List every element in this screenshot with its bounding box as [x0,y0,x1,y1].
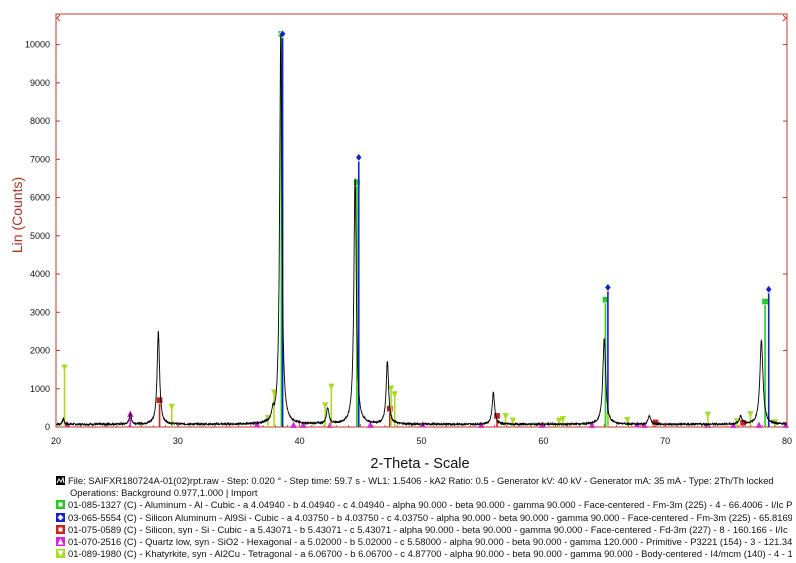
stick-marker-diamond-icon [604,282,612,292]
legend-operations-row: Operations: Background 0.977,1.000 | Imp… [56,487,792,499]
y-tick-label: 3000 [30,307,50,317]
stick-marker-triangle-up-icon [290,421,297,428]
legend-diamond-icon [56,512,65,522]
stick-marker-triangle-up-icon [641,421,648,428]
stick-marker-triangle-down-icon [733,418,741,425]
stick-marker-triangle-up-icon [730,421,737,428]
y-tick-label: 6000 [30,193,50,203]
stick-marker-triangle-down-icon [322,402,329,409]
stick-series [61,364,779,427]
stick-marker-diamond-icon [355,152,363,162]
stick-marker-square-icon [156,396,164,404]
stick-marker-square-icon [761,298,769,306]
stick-marker-triangle-up-icon [755,421,763,428]
y-tick-label: 10000 [25,40,50,50]
stick-marker-triangle-down-icon [747,411,754,418]
legend-operations-text: Operations: Background 0.977,1.000 | Imp… [70,487,258,499]
frame-corner-right-icon [782,14,787,22]
y-tick-label: 2000 [30,346,50,356]
stick-series [63,410,789,428]
plot-frame [55,13,788,428]
stick-marker-triangle-down-icon [61,364,68,371]
y-tick-label: 1000 [30,384,50,394]
stick-marker-square-icon [353,178,361,186]
y-tick-label: 8000 [30,116,50,126]
y-tick-label: 4000 [30,269,50,279]
legend-entry: 01-070-2516 (C) - Quartz low, syn - SiO2… [56,536,792,548]
stick-marker-triangle-down-icon [328,383,335,391]
legend-square-icon [56,500,65,510]
legend-file-row: File: SAIFXR180724A-01(02)rpt.raw - Step… [56,475,792,487]
x-tick-label: 50 [416,436,426,446]
legend-triangle-up-icon [56,537,65,547]
legend-entry: 01-075-0589 (C) - Silicon, syn - Si - Cu… [56,524,792,536]
frame-corner-left-icon [56,14,61,22]
stick-marker-triangle-down-icon [502,413,509,420]
legend-entry-text: 01-075-0589 (C) - Silicon, syn - Si - Cu… [68,523,788,535]
legend-entry-text: 01-070-2516 (C) - Quartz low, syn - SiO2… [68,536,792,548]
x-tick-label: 40 [295,436,305,446]
y-tick-label: 0 [45,422,50,432]
x-tick-label: 20 [51,436,61,446]
y-tick-label: 9000 [30,78,50,88]
stick-marker-triangle-down-icon [624,416,631,424]
x-axis-label: 2-Theta - Scale [370,456,469,470]
x-tick-label: 80 [782,436,792,446]
legend-entry: 01-089-1980 (C) - Khatyrkite, syn - Al2C… [56,548,792,560]
stick-marker-triangle-down-icon [387,385,395,392]
legend-file-text: File: SAIFXR180724A-01(02)rpt.raw - Step… [68,475,774,486]
legend-entry-text: 01-085-1327 (C) - Aluminum - Al - Cubic … [68,499,792,511]
stick-marker-triangle-down-icon [168,403,175,411]
pattern-file-icon [56,476,65,485]
legend-entry: 03-065-5554 (C) - Silicon Aluminum - Al9… [56,512,792,524]
x-tick-label: 60 [538,436,548,446]
stick-marker-triangle-down-icon [391,391,398,398]
xrd-chart: 0 1000 2000 3000 4000 5000 6000 7000 8000 9000 100… [9,13,792,470]
diffraction-pattern-line [55,34,788,427]
y-tick-label: 7000 [30,154,50,164]
stick-marker-square-icon [493,412,501,420]
stick-series [277,30,769,427]
stick-marker-triangle-down-icon [559,416,567,423]
stick-marker-triangle-down-icon [509,417,517,425]
legend-triangle-down-icon [56,549,65,559]
y-axis-label: Lin (Counts) [9,177,25,253]
legend-entry-text: 01-089-1980 (C) - Khatyrkite, syn - Al2C… [68,548,792,560]
legend-square-icon [56,524,65,534]
stick-series [278,29,773,427]
x-tick-label: 30 [173,436,183,446]
stick-marker-triangle-down-icon [270,389,278,396]
stick-marker-diamond-icon [765,284,773,294]
legend: File: SAIFXR180724A-01(02)rpt.raw - Step… [56,475,792,560]
stick-marker-triangle-up-icon [367,421,374,428]
legend-entry: 01-085-1327 (C) - Aluminum - Al - Cubic … [56,499,792,511]
legend-entry-text: 03-065-5554 (C) - Silicon Aluminum - Al9… [68,511,792,523]
stick-marker-triangle-up-icon [300,421,307,428]
x-tick-label: 70 [660,436,670,446]
stick-marker-triangle-up-icon [588,421,596,428]
stick-marker-triangle-down-icon [704,411,712,418]
stick-marker-triangle-down-icon [555,417,563,425]
y-tick-label: 5000 [30,231,50,241]
stick-series [156,396,747,427]
